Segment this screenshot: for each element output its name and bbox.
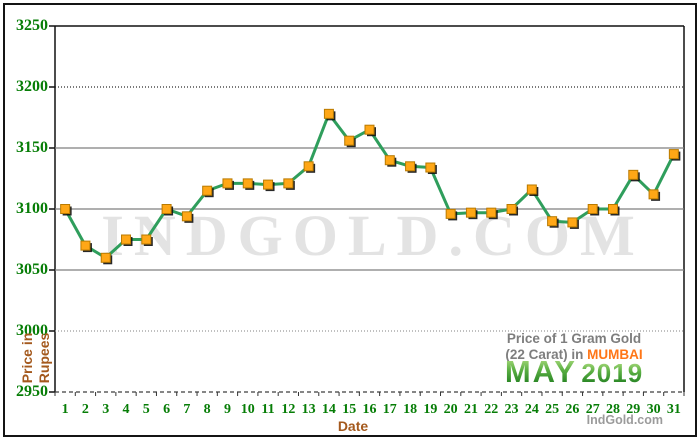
data-point-marker bbox=[607, 204, 618, 214]
data-point-marker bbox=[425, 162, 436, 173]
y-tick-label: 3250 bbox=[16, 17, 48, 34]
data-point-marker bbox=[141, 234, 152, 245]
x-tick-label: 29 bbox=[626, 402, 641, 417]
title-city: MUMBAI bbox=[587, 347, 643, 362]
data-point-marker bbox=[405, 161, 416, 172]
data-point-marker bbox=[80, 240, 91, 251]
y-tick-label: 3100 bbox=[16, 200, 48, 217]
x-tick-label: 10 bbox=[240, 402, 255, 417]
data-point-marker bbox=[242, 178, 253, 189]
title-month-year: MAY 2019 bbox=[494, 356, 654, 387]
x-tick-label: 3 bbox=[102, 402, 110, 417]
x-tick-label: 11 bbox=[261, 402, 275, 417]
title-month: MAY bbox=[504, 354, 577, 389]
y-tick-label: 3200 bbox=[16, 78, 48, 95]
x-tick-label: 28 bbox=[605, 402, 620, 417]
y-axis-title: Price in Rupees bbox=[19, 312, 55, 404]
title-line2: (22 Carat) in MUMBAI bbox=[494, 347, 654, 363]
data-point-marker bbox=[628, 169, 639, 180]
x-tick-label: 2 bbox=[81, 402, 89, 417]
x-tick-label: 12 bbox=[281, 402, 296, 417]
data-point-marker bbox=[668, 149, 679, 160]
x-tick-label: 19 bbox=[423, 402, 438, 417]
data-point-marker bbox=[648, 189, 659, 200]
y-tick-label: 3000 bbox=[16, 322, 48, 339]
chart-title-block: Price of 1 Gram Gold (22 Carat) in MUMBA… bbox=[494, 331, 654, 387]
x-tick-label: 14 bbox=[321, 402, 336, 417]
data-point-marker bbox=[161, 204, 172, 214]
data-point-marker bbox=[202, 185, 213, 196]
x-tick-label: 9 bbox=[223, 402, 231, 417]
data-point-marker bbox=[100, 252, 111, 263]
data-point-marker bbox=[445, 208, 456, 219]
title-line1: Price of 1 Gram Gold bbox=[506, 331, 642, 346]
y-tick-label: 3050 bbox=[16, 261, 48, 278]
title-year: 2019 bbox=[581, 358, 644, 388]
data-point-marker bbox=[526, 184, 537, 195]
y-axis-title-line2: Rupees bbox=[36, 332, 52, 384]
data-point-marker bbox=[121, 234, 132, 245]
x-tick-label: 31 bbox=[666, 402, 681, 417]
data-point-marker bbox=[222, 178, 233, 189]
x-tick-label: 27 bbox=[585, 402, 600, 417]
x-tick-label: 16 bbox=[362, 402, 377, 417]
x-tick-label: 15 bbox=[342, 402, 357, 417]
data-point-marker bbox=[283, 178, 294, 189]
data-point-marker bbox=[181, 211, 192, 222]
x-tick-label: 6 bbox=[163, 402, 171, 417]
data-point-marker bbox=[587, 204, 598, 214]
x-tick-label: 23 bbox=[504, 402, 519, 417]
data-point-marker bbox=[303, 161, 314, 172]
x-tick-label: 4 bbox=[122, 402, 130, 417]
data-point-marker bbox=[567, 217, 578, 228]
x-axis-title: Date bbox=[337, 418, 369, 434]
x-tick-label: 5 bbox=[142, 402, 150, 417]
title-line2-prefix: (22 Carat) in bbox=[505, 347, 584, 362]
data-point-marker bbox=[547, 216, 558, 227]
y-tick-label: 2950 bbox=[16, 383, 48, 400]
data-point-marker bbox=[506, 204, 517, 214]
x-tick-label: 21 bbox=[463, 402, 478, 417]
data-point-marker bbox=[465, 207, 476, 218]
data-point-marker bbox=[486, 207, 497, 218]
x-tick-label: 18 bbox=[403, 402, 418, 417]
data-point-marker bbox=[60, 204, 71, 214]
data-point-marker bbox=[364, 124, 375, 135]
x-tick-label: 22 bbox=[484, 402, 499, 417]
x-tick-label: 30 bbox=[646, 402, 661, 417]
x-tick-label: 13 bbox=[301, 402, 316, 417]
data-point-marker bbox=[344, 135, 355, 146]
x-tick-label: 17 bbox=[382, 402, 397, 417]
site-credit: IndGold.com bbox=[586, 413, 663, 427]
x-tick-label: 24 bbox=[524, 402, 539, 417]
data-point-marker bbox=[384, 155, 395, 166]
data-point-marker bbox=[263, 179, 274, 190]
x-tick-label: 8 bbox=[203, 402, 211, 417]
x-tick-label: 7 bbox=[183, 402, 191, 417]
x-tick-label: 25 bbox=[545, 402, 560, 417]
y-tick-label: 3150 bbox=[16, 139, 48, 156]
x-tick-label: 1 bbox=[61, 402, 69, 417]
y-axis-title-line1: Price in bbox=[19, 332, 35, 384]
x-tick-label: 26 bbox=[565, 402, 580, 417]
x-tick-label: 20 bbox=[443, 402, 458, 417]
data-point-marker bbox=[323, 108, 334, 119]
